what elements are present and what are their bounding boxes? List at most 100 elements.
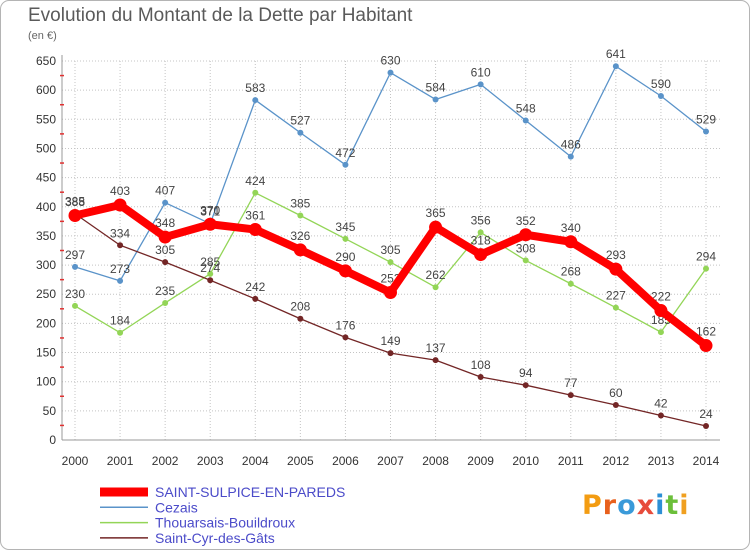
data-label: 548 (516, 101, 536, 115)
y-tick-label: 600 (36, 83, 56, 97)
data-label: 24 (699, 407, 713, 421)
data-labels-cezais: 297 273 407 371 583 527 472 630 584 610 548 486 641 5… (65, 47, 716, 276)
data-point (207, 270, 214, 277)
x-tick-labels: 2000 2001 2002 2003 2004 2005 2006 2007 2008 2009… (62, 454, 720, 468)
data-point (342, 161, 349, 168)
x-tick-label: 2011 (558, 454, 584, 468)
proxiti-logo: Proxiti (582, 490, 690, 521)
data-point (297, 212, 304, 219)
data-label: 529 (696, 113, 716, 127)
x-tick-label: 2003 (197, 454, 224, 468)
data-point (252, 295, 259, 302)
data-point (297, 315, 304, 322)
x-tick-label: 2007 (377, 454, 404, 468)
x-tick-label: 2008 (422, 454, 449, 468)
data-label: 345 (335, 220, 355, 234)
data-point (654, 304, 668, 318)
chart-subtitle: (en €) (28, 30, 57, 42)
y-tick-label: 50 (43, 404, 57, 418)
legend-entry-saint-sulpice-en-pareds: SAINT-SULPICE-EN-PAREDS (100, 484, 345, 500)
data-label: 641 (606, 47, 626, 61)
x-tick-label: 2009 (467, 454, 494, 468)
data-label: 293 (606, 248, 626, 262)
y-tick-label: 200 (36, 316, 56, 330)
data-point (703, 423, 709, 430)
data-label: 472 (335, 146, 355, 160)
data-label: 610 (471, 65, 491, 79)
data-label: 370 (200, 203, 220, 217)
series-thouarsais-bouildroux (72, 189, 709, 336)
data-label: 403 (110, 184, 130, 198)
x-tick-label: 2000 (62, 454, 89, 468)
logo-letter: x (636, 490, 656, 521)
legend: SAINT-SULPICE-EN-PAREDSCezaisThouarsais-… (100, 484, 345, 546)
data-label: 290 (335, 250, 355, 264)
data-point (72, 302, 78, 309)
data-point (612, 304, 619, 311)
data-point (657, 412, 664, 419)
data-point (477, 81, 484, 88)
data-label: 274 (200, 261, 220, 275)
data-point (342, 334, 349, 341)
data-label: 262 (426, 268, 446, 282)
data-label: 486 (561, 138, 581, 152)
data-point (474, 248, 488, 262)
data-point (387, 350, 394, 357)
data-point (342, 235, 349, 242)
data-point (699, 339, 713, 353)
data-label: 407 (155, 184, 175, 198)
data-point (477, 229, 484, 236)
x-tick-label: 2006 (332, 454, 359, 468)
data-point (522, 257, 529, 264)
y-tick-labels: 0 50 100 150 200 250 300 350 400 450 500 550 600 650 (36, 54, 56, 447)
data-label: 208 (290, 300, 310, 314)
data-point (162, 299, 169, 306)
data-point (297, 129, 304, 136)
x-tick-label: 2013 (648, 454, 675, 468)
data-label: 308 (516, 241, 536, 255)
legend-label: Thouarsais-Bouildroux (155, 515, 295, 531)
data-label: 365 (426, 206, 446, 220)
data-label: 348 (155, 216, 175, 230)
y-tick-label: 0 (49, 433, 56, 447)
x-tick-label: 2004 (242, 454, 269, 468)
data-label: 42 (654, 397, 668, 411)
data-label: 230 (65, 287, 85, 301)
data-label: 371 (200, 205, 220, 219)
data-point (338, 264, 352, 278)
data-point (567, 392, 574, 399)
data-labels-thouarsais-bouildroux: 2301842352854243853453052623563082682271… (65, 174, 716, 328)
logo-letter: o (617, 490, 637, 521)
data-point (612, 402, 619, 409)
data-point (567, 280, 574, 287)
data-label: 184 (110, 314, 130, 328)
data-label: 356 (471, 213, 491, 227)
data-label: 385 (65, 195, 85, 209)
data-label: 305 (155, 243, 175, 257)
data-point (162, 199, 169, 206)
data-point (567, 153, 574, 160)
x-tick-label: 2005 (287, 454, 314, 468)
data-label: 235 (155, 284, 175, 298)
data-label: 340 (561, 221, 581, 235)
legend-label: Saint-Cyr-des-Gâts (155, 530, 275, 546)
data-point (384, 285, 397, 299)
data-point (117, 242, 124, 249)
data-label: 162 (696, 325, 716, 339)
data-label: 590 (651, 77, 671, 91)
x-tick-label: 2001 (107, 454, 134, 468)
data-point (113, 198, 127, 212)
y-tick-label: 650 (36, 54, 56, 68)
x-tick-label: 2014 (693, 454, 720, 468)
x-tick-label: 2010 (512, 454, 539, 468)
data-point (293, 243, 307, 257)
data-label: 297 (65, 248, 85, 262)
data-label: 94 (519, 366, 533, 380)
series-saint-sulpice-en-pareds (68, 198, 713, 353)
data-label: 108 (471, 358, 491, 372)
data-label: 326 (290, 229, 310, 243)
data-label: 294 (696, 250, 716, 264)
data-label: 285 (200, 255, 220, 269)
data-label: 242 (245, 280, 265, 294)
